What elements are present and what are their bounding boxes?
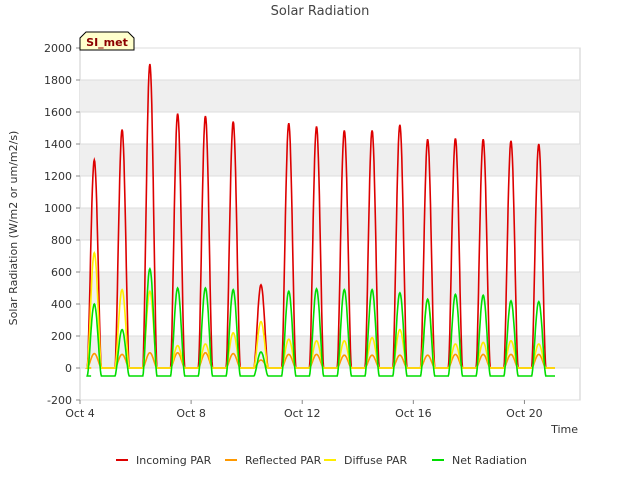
grid-band [80, 144, 580, 176]
y-tick-label: 1800 [44, 74, 72, 87]
y-axis-label: Solar Radiation (W/m2 or um/m2/s) [7, 131, 20, 326]
grid-band [80, 208, 580, 240]
chart-title: Solar Radiation [271, 4, 370, 19]
series-line-net-radiation [86, 267, 555, 377]
grid-band [80, 80, 580, 112]
series-line-reflected-par [84, 351, 555, 369]
y-tick-label: 200 [51, 330, 72, 343]
site-label: SI_met [86, 36, 128, 49]
y-tick-label: -200 [47, 394, 72, 407]
grid-band [80, 272, 580, 304]
y-tick-label: 400 [51, 298, 72, 311]
y-tick-label: 1400 [44, 138, 72, 151]
legend-label: Incoming PAR [136, 454, 212, 467]
grid-band [80, 336, 580, 368]
x-tick-label: Oct 12 [284, 407, 321, 420]
y-tick-label: 1000 [44, 202, 72, 215]
x-axis-ticks: Oct 4 Oct 8 Oct 12 Oct 16 Oct 20 [65, 400, 543, 420]
series-line-incoming-par [86, 63, 555, 369]
legend-label: Diffuse PAR [344, 454, 408, 467]
legend-label: Reflected PAR [245, 454, 322, 467]
x-axis-label: Time [550, 423, 578, 436]
y-tick-label: 1200 [44, 170, 72, 183]
site-label-shape [79, 31, 135, 51]
site-label-box: SI_met [79, 31, 135, 51]
x-tick-label: Oct 20 [506, 407, 543, 420]
x-tick-label: Oct 8 [176, 407, 206, 420]
y-tick-label: 800 [51, 234, 72, 247]
y-tick-label: 1600 [44, 106, 72, 119]
legend-label: Net Radiation [452, 454, 527, 467]
grid-bands [80, 80, 580, 368]
grid-lines [80, 47, 580, 401]
x-tick-label: Oct 4 [65, 407, 95, 420]
legend: Incoming PAR Reflected PAR Diffuse PAR Net … [116, 454, 527, 467]
y-tick-label: 2000 [44, 42, 72, 55]
y-axis-ticks: -200 0 200 400 600 800 1000 1200 1400 1600 1800 200… [44, 42, 80, 407]
x-tick-label: Oct 16 [395, 407, 432, 420]
series-lines [84, 63, 555, 377]
y-tick-label: 600 [51, 266, 72, 279]
y-tick-label: 0 [65, 362, 72, 375]
